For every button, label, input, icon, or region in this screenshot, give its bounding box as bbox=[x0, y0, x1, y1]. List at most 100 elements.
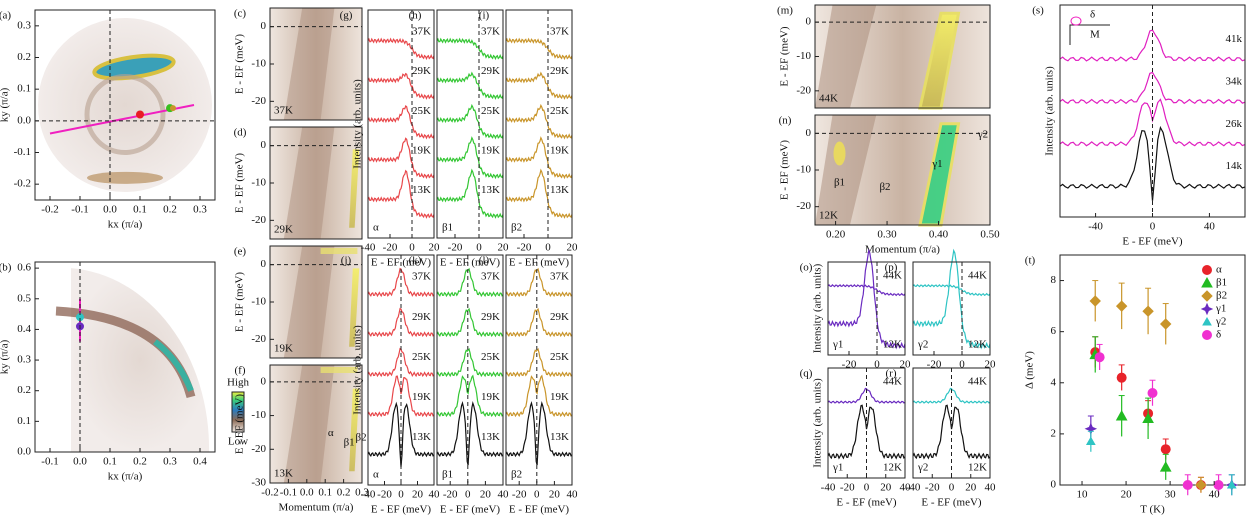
colorbar bbox=[231, 391, 245, 433]
fermi-disk bbox=[38, 18, 212, 192]
y-tick-label: 0.1 bbox=[17, 83, 31, 95]
curve bbox=[436, 307, 504, 338]
band-label: γ1 bbox=[931, 158, 942, 170]
frame bbox=[34, 9, 216, 201]
point bbox=[1116, 372, 1127, 383]
x-tick-label: 0.0 bbox=[73, 456, 87, 468]
panel-label: (a) bbox=[0, 10, 11, 22]
temperature-label: 19K bbox=[550, 391, 569, 403]
curve bbox=[505, 347, 573, 378]
x-tick-label: 40 bbox=[429, 489, 441, 501]
panel-label: (d) bbox=[234, 127, 247, 139]
band-label: γ2 bbox=[977, 128, 988, 140]
curve bbox=[912, 248, 991, 350]
point bbox=[1159, 461, 1172, 472]
frame bbox=[1059, 254, 1246, 486]
panel-label: (c) bbox=[234, 8, 247, 20]
x-tick-label: 0.2 bbox=[163, 204, 177, 216]
y-tick-label: 0.1 bbox=[17, 415, 31, 427]
curve bbox=[505, 307, 573, 338]
curve bbox=[1059, 125, 1246, 201]
x-tick-label: 20 bbox=[498, 242, 510, 254]
temperature-label: 12K bbox=[968, 462, 987, 474]
frame bbox=[912, 261, 991, 356]
x-tick-label: 0.30 bbox=[877, 229, 897, 241]
legend-label: α bbox=[1216, 264, 1222, 276]
x-axis-label: kx (π/a) bbox=[108, 219, 143, 231]
temperature-label: 25K bbox=[481, 105, 500, 117]
panel-label: (o) bbox=[800, 262, 813, 274]
temperature-label: 37K bbox=[412, 26, 431, 38]
y-axis-label: E - EF (meV) bbox=[779, 26, 791, 87]
curve bbox=[827, 387, 906, 404]
curve bbox=[436, 168, 504, 219]
x-axis-label: E - EF (meV) bbox=[1122, 236, 1183, 248]
y-tick-label: 0 bbox=[261, 139, 267, 151]
curve bbox=[505, 267, 573, 298]
panel-label: (h) bbox=[409, 10, 422, 22]
band-hot bbox=[349, 268, 360, 347]
inset-label: δ bbox=[1090, 9, 1095, 21]
panel-label: (i) bbox=[479, 10, 490, 22]
fermi-edge-hot bbox=[320, 367, 358, 373]
x-tick-label: 0.1 bbox=[103, 456, 117, 468]
band bbox=[815, 5, 877, 108]
temperature-label: 29K bbox=[412, 311, 431, 323]
curve bbox=[505, 136, 573, 180]
curve bbox=[436, 37, 504, 61]
x-tick-label: 0 bbox=[949, 482, 955, 494]
x-axis-label: Momentum (π/a) bbox=[865, 244, 940, 256]
x-tick-label: 20 bbox=[880, 482, 892, 494]
x-tick-label: -20 bbox=[517, 242, 532, 254]
fs-ring bbox=[84, 74, 166, 155]
y-tick-label: -10 bbox=[796, 50, 811, 62]
x-axis-label: E - EF (meV) bbox=[509, 257, 570, 269]
legend-label: γ1 bbox=[1215, 303, 1226, 315]
temperature-label: 14k bbox=[1226, 160, 1243, 172]
point bbox=[1226, 479, 1237, 489]
y-tick-label: 4 bbox=[1051, 376, 1057, 388]
panel-label: (b) bbox=[0, 262, 12, 274]
y-axis-label: E - EF (meV) bbox=[234, 272, 246, 333]
band-label: β1 bbox=[442, 469, 453, 481]
legend-marker bbox=[1202, 265, 1212, 275]
y-tick-label: -0.2 bbox=[14, 178, 31, 190]
legend-label: β1 bbox=[1216, 277, 1227, 289]
curve bbox=[505, 374, 573, 418]
curve bbox=[436, 401, 504, 466]
x-tick-label: 10 bbox=[1077, 489, 1089, 501]
x-tick-label: 0.1 bbox=[133, 204, 147, 216]
point bbox=[1115, 409, 1128, 421]
band-label: β2 bbox=[511, 469, 522, 481]
panel-label: (g) bbox=[340, 10, 353, 22]
point bbox=[1115, 300, 1128, 312]
x-tick-label: -20 bbox=[448, 242, 463, 254]
temperature-label: 19K bbox=[481, 145, 500, 157]
curve bbox=[505, 37, 573, 61]
frame bbox=[436, 9, 504, 239]
curve bbox=[367, 169, 435, 219]
marker bbox=[170, 105, 176, 112]
x-tick-label: -0.2 bbox=[261, 487, 278, 499]
temperature-label: 12K bbox=[883, 339, 902, 351]
curve bbox=[505, 103, 573, 140]
x-tick-label: -40 bbox=[361, 242, 376, 254]
inset-sketch bbox=[1070, 16, 1082, 26]
x-tick-label: 0 bbox=[409, 242, 415, 254]
x-axis-label: E - EF (meV) bbox=[836, 497, 897, 509]
y-tick-label: 0.4 bbox=[17, 323, 31, 335]
panel-label: (r) bbox=[886, 368, 897, 380]
curve bbox=[367, 72, 435, 100]
x-axis-label: Momentum (π/a) bbox=[279, 502, 354, 514]
temperature-label: 25K bbox=[412, 105, 431, 117]
curve bbox=[367, 307, 435, 338]
curve bbox=[1059, 71, 1246, 105]
x-axis-label: E - EF (meV) bbox=[440, 257, 501, 269]
band-label: β2 bbox=[879, 181, 890, 193]
x-tick-label: 20 bbox=[480, 489, 492, 501]
y-tick-label: -10 bbox=[251, 296, 266, 308]
y-tick-label: -30 bbox=[251, 477, 266, 489]
point bbox=[1089, 295, 1101, 307]
curve bbox=[367, 105, 435, 140]
x-tick-label: 30 bbox=[1165, 489, 1177, 501]
